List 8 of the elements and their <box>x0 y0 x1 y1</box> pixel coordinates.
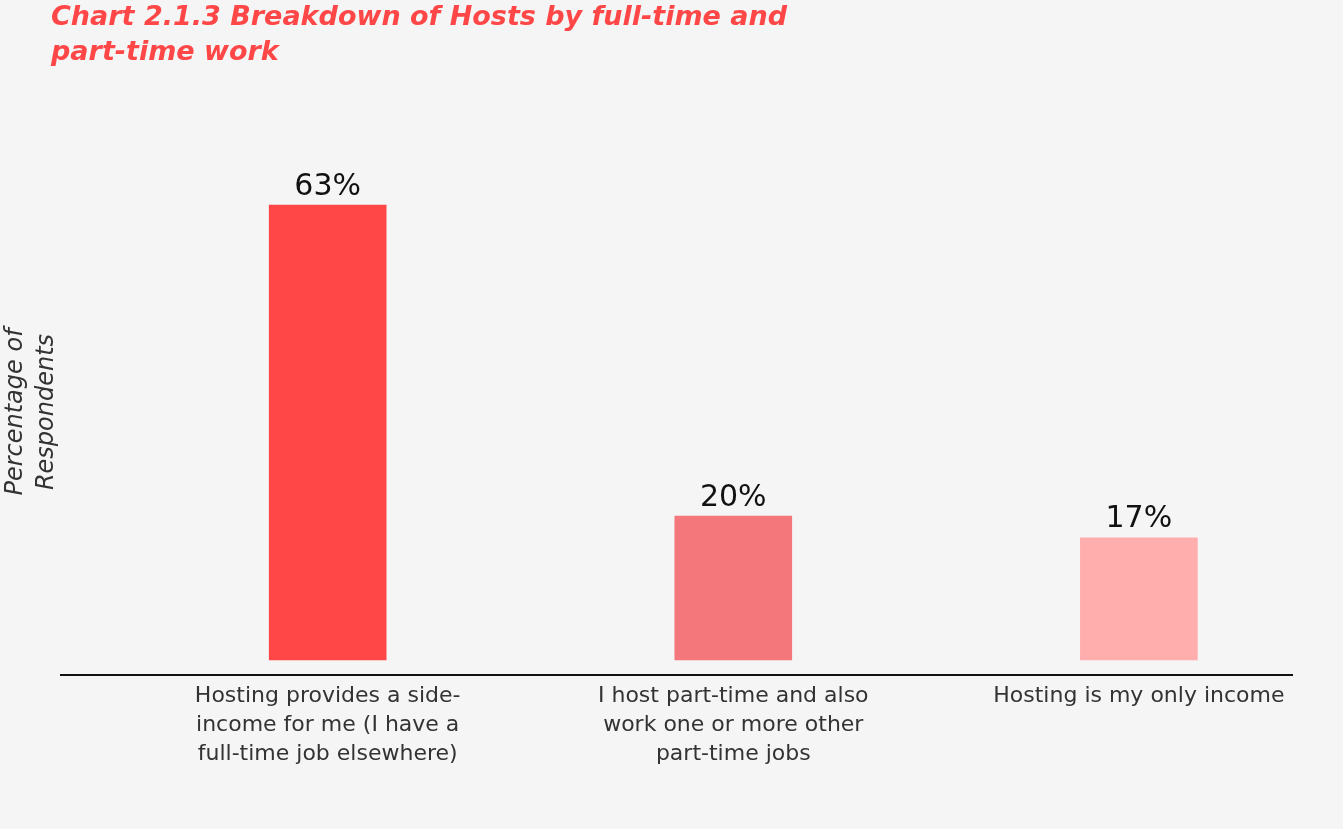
x-tick-label: Hosting provides a side-income for me (I have a full-time job elsewhere) <box>194 682 461 765</box>
x-tick-label: I host part-time and also work one or more other part-time jobs <box>597 682 869 765</box>
chart-title: Chart 2.1.3 Breakdown of Hosts by full-time and part-time work <box>50 0 788 66</box>
data-label: 17% <box>1105 499 1173 535</box>
x-tick-label: Hosting is my only income <box>993 682 1285 708</box>
data-label: 20% <box>699 477 767 513</box>
data-label: 63% <box>294 166 362 202</box>
y-axis-title: Percentage of Respondents <box>0 324 60 496</box>
